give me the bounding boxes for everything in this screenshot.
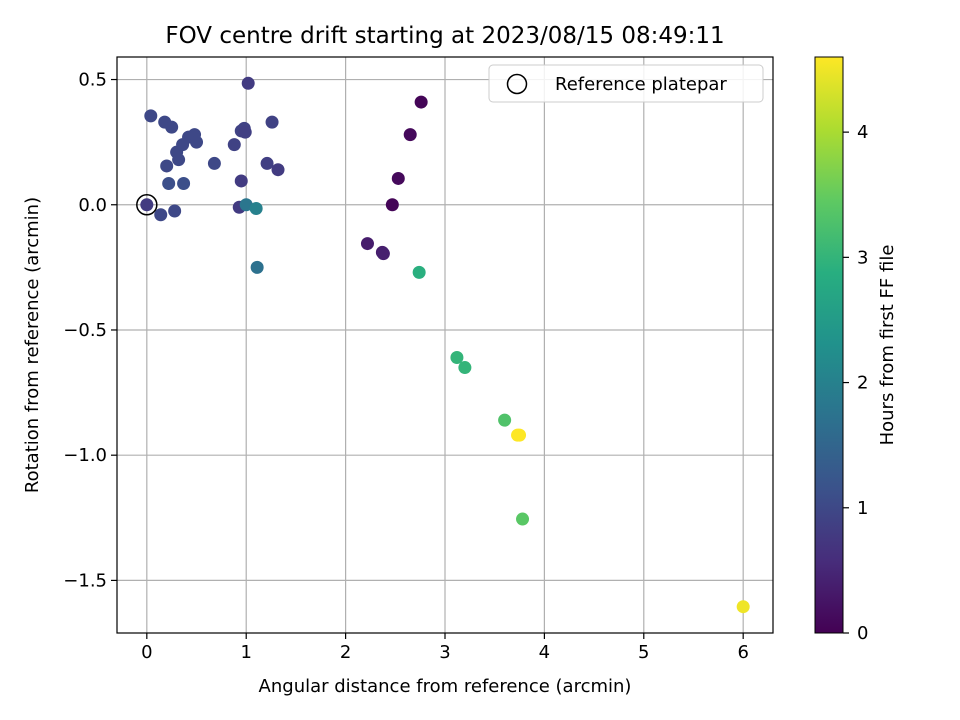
colorbar-tick-label: 3 (857, 247, 868, 268)
data-point (154, 208, 168, 222)
grid-lines (117, 57, 773, 633)
y-tick-label: −1.0 (63, 445, 107, 466)
legend: Reference platepar (488, 64, 764, 103)
data-point (234, 174, 248, 188)
data-point (458, 361, 472, 375)
data-point (160, 159, 174, 173)
colorbar-tick-label: 2 (857, 373, 868, 394)
colorbar-gradient (814, 56, 844, 634)
data-point (360, 237, 374, 251)
data-point (498, 413, 512, 427)
y-tick-label: 0.5 (78, 70, 107, 91)
y-tick-label: −0.5 (63, 320, 107, 341)
data-point (376, 247, 390, 261)
y-tick-label: 0.0 (78, 195, 107, 216)
data-point (391, 171, 405, 185)
data-point (177, 176, 191, 190)
data-point (412, 265, 426, 279)
data-point (238, 125, 252, 139)
data-point (250, 260, 264, 274)
colorbar-tick-label: 0 (857, 623, 868, 644)
data-point (260, 156, 274, 170)
data-point (168, 204, 182, 218)
data-point (403, 128, 417, 142)
colorbar-label: Hours from first FF file (877, 245, 898, 446)
chart-title: FOV centre drift starting at 2023/08/15 … (165, 23, 724, 49)
data-point (516, 512, 530, 526)
colorbar: 0 1 2 3 4 Hours from first FF file (814, 56, 898, 644)
x-tick-label: 0 (141, 642, 152, 663)
colorbar-tick-label: 4 (857, 122, 868, 143)
y-tick-label: −1.5 (63, 570, 107, 591)
data-point (513, 428, 527, 442)
data-point (190, 135, 204, 149)
x-tick-label: 5 (638, 642, 649, 663)
data-point (239, 198, 253, 212)
data-point (165, 120, 179, 134)
x-tick-label: 2 (340, 642, 351, 663)
data-points (136, 76, 750, 614)
x-tick-label: 6 (737, 642, 748, 663)
data-point (271, 163, 285, 177)
data-point (450, 351, 464, 365)
data-point (249, 202, 263, 216)
x-tick-label: 4 (539, 642, 550, 663)
x-axis-ticks: 0 1 2 3 4 5 6 (141, 633, 749, 663)
y-axis-ticks: 0.5 0.0 −0.5 −1.0 −1.5 (63, 70, 117, 591)
colorbar-ticks: 0 1 2 3 4 (843, 122, 868, 644)
x-tick-label: 3 (439, 642, 450, 663)
data-point (162, 176, 176, 190)
legend-box (488, 64, 764, 103)
data-point (140, 198, 154, 212)
data-point (144, 109, 158, 123)
colorbar-tick-label: 1 (857, 498, 868, 519)
data-point (265, 115, 279, 129)
data-point (385, 198, 399, 212)
data-point (172, 153, 186, 167)
data-point (227, 138, 241, 152)
legend-marker (506, 73, 528, 95)
reference-platepar-marker (136, 194, 158, 216)
data-point (736, 600, 750, 614)
data-point (414, 95, 428, 109)
x-tick-label: 1 (240, 642, 251, 663)
y-axis-label: Rotation from reference (arcmin) (22, 197, 43, 493)
data-point (241, 76, 255, 90)
legend-entry-reference: Reference platepar (555, 74, 727, 95)
x-axis-label: Angular distance from reference (arcmin) (259, 676, 632, 697)
data-point (207, 156, 221, 170)
